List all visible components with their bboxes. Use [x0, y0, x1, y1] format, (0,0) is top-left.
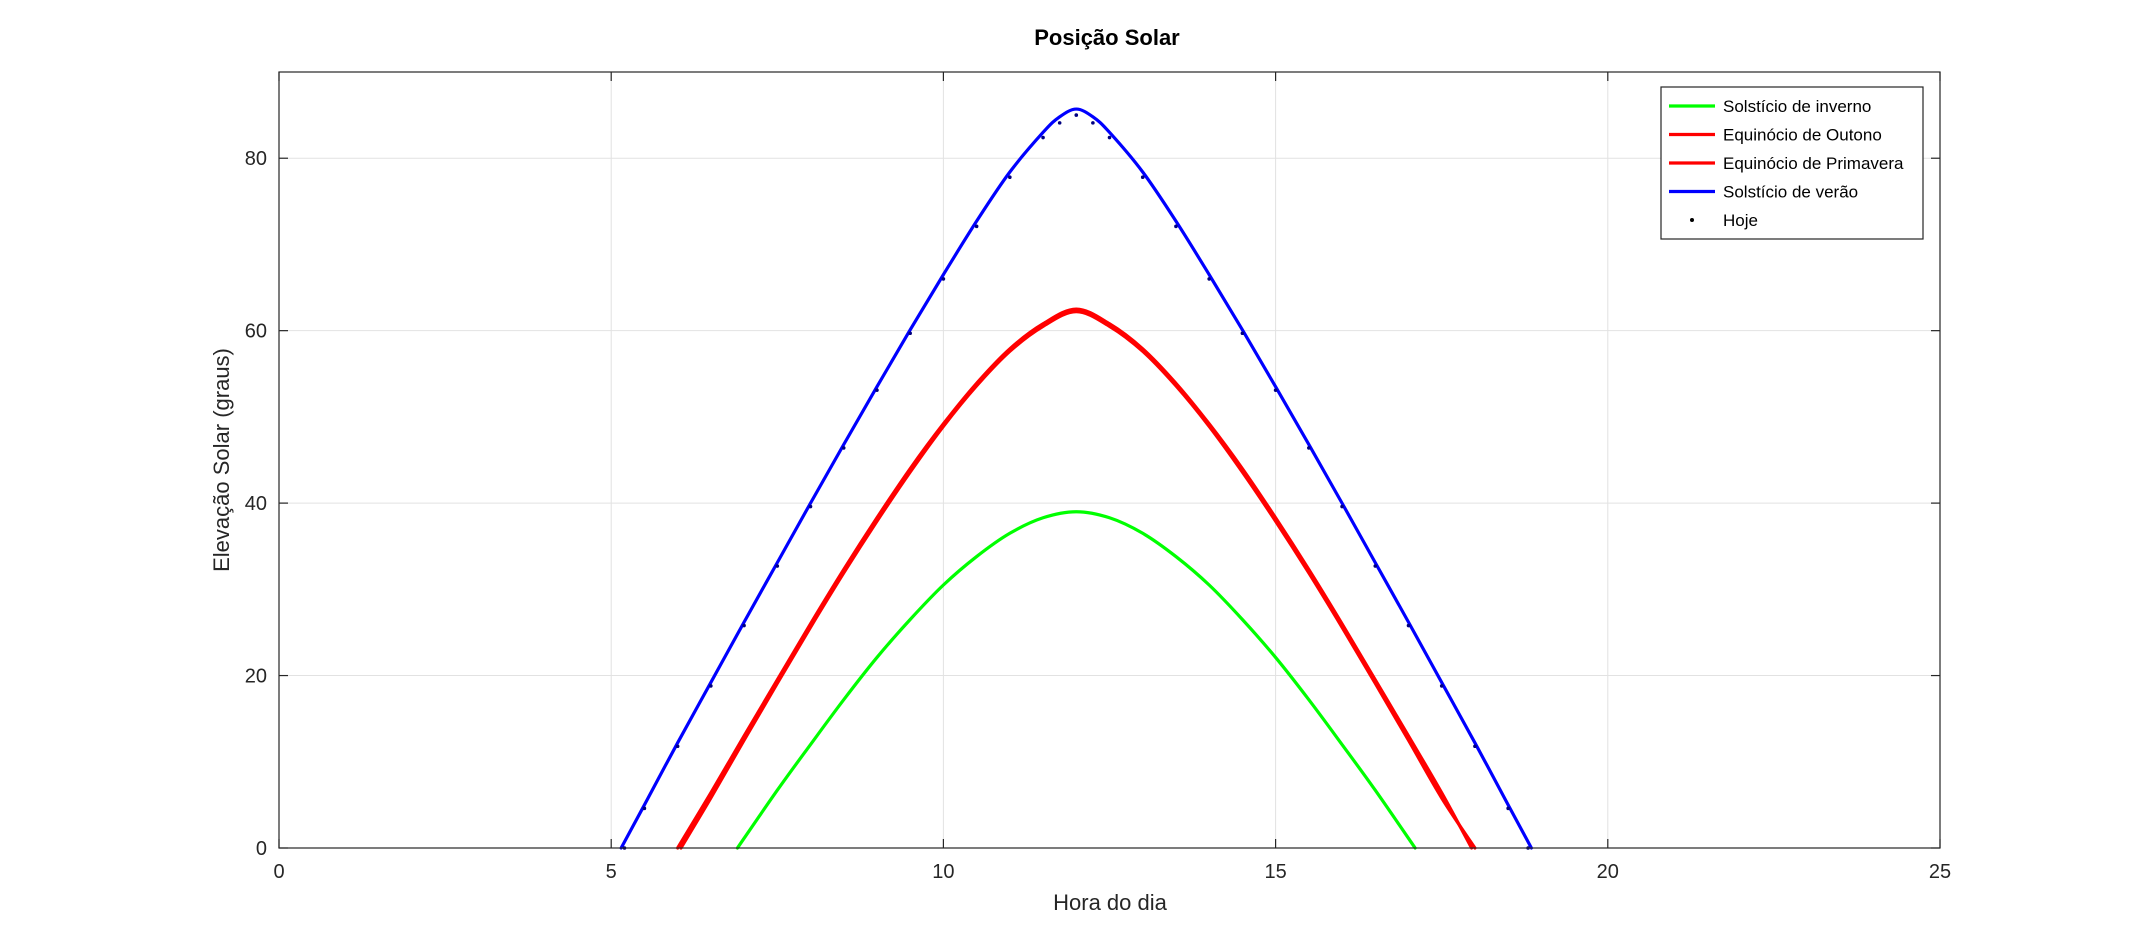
chart-title: Posição Solar [1034, 25, 1180, 50]
y-axis-tick-labels: 0 20 40 60 80 [245, 148, 267, 860]
legend-label: Solstício de inverno [1723, 97, 1871, 116]
series-point [1273, 388, 1278, 392]
legend-label: Solstício de verão [1723, 183, 1858, 202]
series-lines [619, 107, 1533, 850]
series-point [808, 504, 813, 509]
series-point [742, 623, 746, 628]
series-point [1174, 224, 1178, 229]
y-tick-label: 60 [245, 321, 267, 343]
series-point [1439, 684, 1444, 688]
legend-entry: Solstício de verão [1669, 183, 1858, 202]
series-point [1207, 277, 1211, 281]
series-line-solsticio-de-inverno [735, 510, 1417, 850]
series-point [1041, 135, 1045, 140]
series-point [1406, 623, 1411, 628]
y-tick-label: 80 [245, 148, 267, 170]
series-point [908, 331, 912, 336]
y-tick-label: 0 [256, 838, 267, 860]
x-tick-label: 25 [1929, 861, 1951, 883]
x-tick-label: 5 [606, 861, 617, 883]
x-tick-label: 20 [1597, 861, 1619, 883]
series-point [709, 684, 713, 688]
y-axis-label: Elevação Solar (graus) [209, 348, 234, 572]
legend-marker [1690, 218, 1694, 222]
legend-label: Hoje [1723, 211, 1758, 230]
series-point [1091, 121, 1095, 125]
series-point [1506, 806, 1510, 811]
series-point [1107, 135, 1112, 140]
series-point [1373, 564, 1378, 568]
series-point [875, 388, 879, 392]
y-tick-label: 40 [245, 493, 267, 515]
series-point [1473, 744, 1477, 749]
y-tick-label: 20 [245, 666, 267, 688]
series-point [1074, 113, 1079, 117]
series-line-equinocio-de-outono [679, 310, 1477, 850]
x-axis-tick-labels: 0 5 10 15 20 25 [273, 861, 1951, 883]
series-point [642, 806, 647, 811]
x-tick-label: 15 [1264, 861, 1286, 883]
series-point [974, 224, 979, 229]
grid-lines [279, 72, 1940, 848]
series-point [941, 277, 946, 281]
x-axis-label: Hora do dia [1053, 890, 1168, 915]
x-tick-label: 0 [273, 861, 284, 883]
legend: Solstício de inverno Equinócio de Outono E… [1660, 86, 1924, 240]
x-tick-label: 10 [932, 861, 954, 883]
series-point [675, 744, 680, 749]
series-point [1307, 446, 1311, 450]
series-line-equinocio-de-primavera [676, 307, 1474, 850]
series-point [1057, 121, 1062, 125]
legend-label: Equinócio de Outono [1723, 126, 1882, 145]
legend-entry: Equinócio de Primavera [1669, 154, 1904, 173]
legend-entry: Equinócio de Outono [1669, 126, 1882, 145]
legend-label: Equinócio de Primavera [1723, 154, 1904, 173]
legend-entry: Solstício de inverno [1669, 97, 1871, 116]
series-point [1008, 175, 1012, 179]
legend-items: Solstício de inverno Equinócio de Outono E… [1669, 97, 1904, 230]
tick-marks [278, 72, 1941, 849]
series-point [1240, 331, 1245, 336]
legend-entry: Hoje [1690, 211, 1758, 230]
plot-frame [278, 71, 1941, 849]
series-point [1340, 504, 1344, 509]
series-line-solsticio-de-verao [619, 107, 1533, 850]
series-point [841, 446, 846, 450]
series-hoje [622, 113, 1530, 850]
series-point [775, 564, 780, 568]
series-point [1140, 175, 1145, 179]
